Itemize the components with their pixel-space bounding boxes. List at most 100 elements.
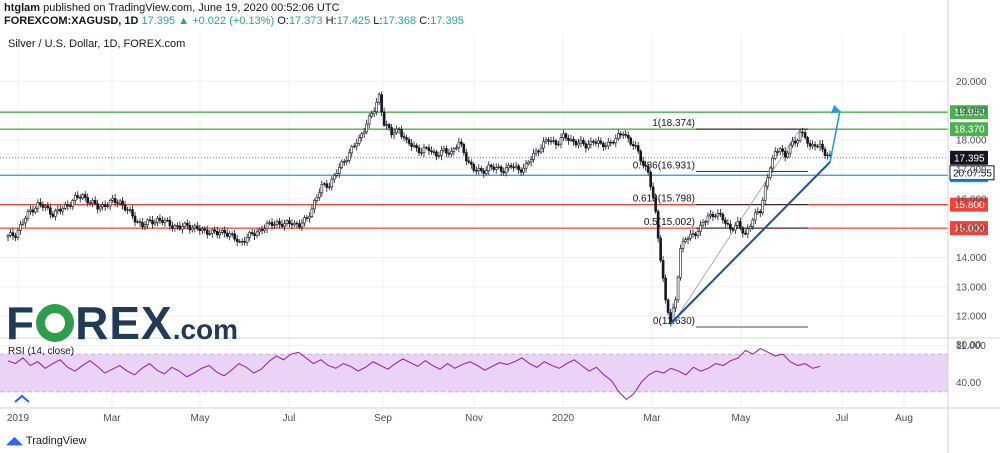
candle-body bbox=[621, 134, 625, 136]
candle-body bbox=[629, 137, 633, 145]
candle-body bbox=[66, 204, 70, 207]
candle-body bbox=[382, 111, 386, 126]
candle-body bbox=[258, 229, 261, 233]
candle-body bbox=[455, 147, 458, 150]
candle-body bbox=[76, 195, 80, 198]
candle-body bbox=[14, 235, 17, 238]
x-tick-label: Jul bbox=[283, 413, 296, 424]
candle-body bbox=[522, 167, 525, 173]
candle-body bbox=[492, 166, 496, 170]
y-tick-label: 12.000 bbox=[956, 312, 987, 323]
candle-body bbox=[300, 222, 304, 228]
candle-body bbox=[786, 152, 789, 158]
eye-icon[interactable] bbox=[14, 394, 30, 404]
candle-body bbox=[193, 225, 197, 229]
candle-body bbox=[220, 229, 224, 233]
last-price: 17.395 bbox=[141, 15, 176, 27]
ohlc-close-label: C: bbox=[419, 15, 431, 27]
candle-body bbox=[726, 223, 730, 225]
candle-body bbox=[577, 142, 580, 146]
candle-body bbox=[519, 169, 523, 173]
fib-level-label: 0.786(16.931) bbox=[633, 160, 695, 171]
candle-body bbox=[123, 204, 127, 211]
candle-body bbox=[474, 170, 478, 172]
x-tick-label: Mar bbox=[643, 413, 661, 424]
x-tick-label: Aug bbox=[895, 413, 913, 424]
candle-body bbox=[816, 145, 819, 148]
candle-body bbox=[801, 131, 804, 134]
candle-body bbox=[168, 220, 172, 227]
tradingview-footer[interactable]: ◢◣ TradingView bbox=[6, 434, 86, 447]
candle-body bbox=[691, 233, 695, 235]
candle-body bbox=[81, 194, 85, 199]
candle-body bbox=[699, 224, 702, 232]
chart-title: Silver / U.S. Dollar, 1D, FOREX.com bbox=[8, 38, 186, 50]
candle-body bbox=[494, 167, 498, 170]
candle-body bbox=[88, 202, 92, 205]
candle-body bbox=[806, 137, 809, 144]
publisher-line: htglam published on TradingView.com, Jun… bbox=[4, 2, 340, 14]
candle-body bbox=[437, 155, 441, 157]
candle-body bbox=[397, 128, 401, 130]
candle-body bbox=[225, 232, 229, 237]
candle-body bbox=[527, 161, 530, 165]
candle-body bbox=[709, 213, 712, 217]
tradingview-brand: TradingView bbox=[25, 435, 87, 447]
candle-body bbox=[238, 241, 241, 243]
candle-body bbox=[31, 209, 35, 213]
candle-body bbox=[450, 150, 453, 155]
candle-body bbox=[36, 202, 40, 209]
candle-body bbox=[753, 212, 757, 221]
x-tick-label: Sep bbox=[374, 413, 392, 424]
candle-body bbox=[158, 217, 162, 221]
candle-body bbox=[602, 142, 605, 148]
candle-body bbox=[778, 148, 782, 153]
level-badge bbox=[950, 197, 988, 212]
fib-level-label: 1(18.374) bbox=[652, 118, 695, 129]
candle-body bbox=[342, 161, 346, 163]
candle-body bbox=[44, 205, 47, 208]
candle-body bbox=[574, 141, 578, 146]
candle-body bbox=[308, 216, 311, 219]
candle-body bbox=[634, 145, 638, 147]
candle-body bbox=[706, 215, 710, 222]
candle-body bbox=[293, 222, 296, 226]
candle-body bbox=[440, 150, 443, 156]
y-tick-label: 14.000 bbox=[956, 253, 987, 264]
logo-letter-f: F bbox=[6, 297, 36, 349]
level-badge bbox=[950, 221, 988, 236]
candle-body bbox=[741, 227, 745, 234]
fib-level-label: 0.5(15.002) bbox=[644, 217, 695, 228]
x-tick-label: Nov bbox=[465, 413, 483, 424]
candle-body bbox=[365, 123, 368, 133]
candle-body bbox=[325, 183, 329, 188]
candle-body bbox=[347, 152, 351, 161]
candle-body bbox=[400, 129, 403, 137]
candle-body bbox=[656, 211, 660, 239]
candle-body bbox=[549, 140, 553, 143]
ohlc-low: 17.368 bbox=[382, 15, 417, 27]
rsi-band bbox=[0, 354, 948, 392]
candle-body bbox=[96, 203, 99, 210]
candle-body bbox=[826, 154, 829, 157]
candle-body bbox=[61, 208, 65, 212]
candle-body bbox=[86, 197, 90, 204]
candle-body bbox=[724, 219, 727, 224]
candle-body bbox=[445, 148, 448, 154]
candle-body bbox=[49, 207, 52, 215]
candle-body bbox=[761, 199, 765, 214]
candle-body bbox=[275, 221, 279, 225]
candle-body bbox=[173, 225, 177, 229]
candle-body bbox=[758, 211, 762, 214]
candle-body bbox=[126, 209, 129, 211]
candle-body bbox=[141, 222, 144, 228]
level-badge-label: 18.950 bbox=[954, 108, 985, 119]
candle-body bbox=[93, 200, 97, 204]
candle-body bbox=[377, 94, 381, 103]
candle-body bbox=[425, 147, 428, 149]
candle-body bbox=[230, 233, 234, 235]
candle-body bbox=[781, 148, 784, 152]
candle-body bbox=[477, 167, 481, 172]
price-change: +0.022 (+0.13%) bbox=[192, 15, 275, 27]
